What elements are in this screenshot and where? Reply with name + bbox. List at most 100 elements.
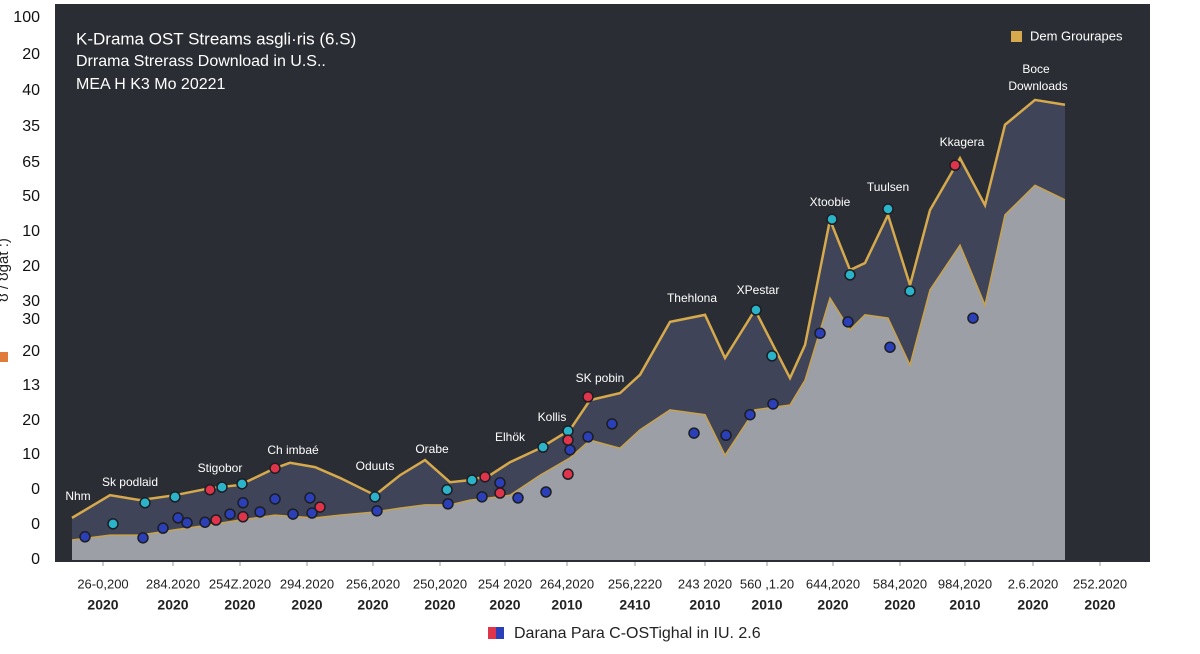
marker	[479, 471, 491, 483]
marker	[269, 493, 281, 505]
marker	[210, 514, 222, 526]
x-tick-sublabel: 2010	[689, 597, 720, 613]
marker	[814, 327, 826, 339]
marker	[540, 486, 552, 498]
annotation: Sk podlaid	[102, 475, 158, 489]
y-axis-label: 0	[31, 481, 40, 498]
marker	[562, 434, 574, 446]
footer-legend-swatch	[496, 627, 504, 639]
annotation: Nhm	[65, 489, 90, 503]
marker	[766, 350, 778, 362]
marker	[224, 508, 236, 520]
x-tick-label: 284.2020	[146, 576, 200, 591]
x-tick-sublabel: 2010	[751, 597, 782, 613]
footer-legend-swatch	[488, 627, 496, 639]
marker	[884, 341, 896, 353]
x-tick-label: 644,2020	[806, 576, 860, 591]
marker	[842, 316, 854, 328]
y-axis-title: ʊ / ʊɡat :)	[0, 238, 12, 302]
marker	[688, 427, 700, 439]
chart-subtitle: Drrama Strerass Download in U.S..	[76, 53, 326, 70]
y-axis-label: 35	[22, 118, 40, 135]
axis-marker	[0, 352, 8, 362]
legend-swatch	[1011, 31, 1022, 42]
annotation: SK pobin	[576, 371, 625, 385]
marker	[744, 408, 756, 421]
marker	[882, 203, 894, 215]
x-tick-sublabel: 2020	[817, 597, 848, 613]
x-tick-label: 256,2020	[346, 576, 400, 591]
x-tick-label: 256,2220	[608, 576, 662, 591]
y-axis-label: 100	[13, 9, 40, 26]
annotation: Orabe	[415, 442, 449, 456]
marker	[494, 487, 506, 499]
marker	[442, 498, 454, 510]
marker	[314, 501, 326, 513]
x-tick-label: 560 ,1.20	[740, 576, 794, 591]
marker	[369, 491, 381, 503]
marker	[949, 159, 961, 172]
x-tick-label: 243 2020	[678, 576, 732, 591]
area	[72, 185, 1065, 561]
marker	[216, 481, 228, 493]
marker	[606, 418, 618, 430]
marker	[304, 492, 316, 504]
x-tick-label: 254Z.2020	[209, 576, 271, 591]
y-axis-label: 30	[22, 311, 40, 328]
marker	[199, 516, 211, 528]
x-tick-label: 250,2020	[413, 576, 467, 591]
y-axis-label: 40	[22, 82, 40, 99]
y-axis-label: 13	[22, 377, 40, 394]
annotation: Boce	[1022, 62, 1050, 76]
marker	[750, 304, 762, 316]
x-tick-sublabel: 2020	[424, 597, 455, 613]
marker	[79, 531, 91, 543]
x-tick-label: 264,2020	[540, 576, 594, 591]
annotation: Elhök	[495, 430, 526, 444]
x-tick-sublabel: 2010	[551, 597, 582, 613]
marker	[564, 444, 576, 456]
marker	[967, 312, 979, 324]
x-tick-label: 254 2020	[478, 576, 532, 591]
marker	[236, 478, 248, 490]
marker	[169, 491, 181, 503]
x-tick-sublabel: 2020	[224, 597, 255, 613]
y-axis-label: 0	[31, 516, 40, 533]
marker	[181, 516, 193, 529]
x-tick-label: 294.2020	[280, 576, 334, 591]
y-axis-label: 30	[22, 293, 40, 310]
annotation: Tuulsen	[867, 180, 909, 194]
chart-title: K-Drama OST Streams аsgli·ris (6.S)	[76, 29, 356, 48]
x-tick-sublabel: 2020	[1017, 597, 1048, 613]
y-axis-label: 10	[22, 223, 40, 240]
x-tick-label: 584,2020	[873, 576, 927, 591]
annotation: Downloads	[1008, 79, 1067, 93]
y-axis-label: 20	[22, 343, 40, 360]
marker	[371, 505, 383, 517]
marker	[537, 441, 549, 453]
marker	[562, 468, 574, 480]
marker	[287, 508, 299, 520]
x-tick-sublabel: 2020	[1084, 597, 1115, 613]
marker	[844, 269, 856, 281]
annotation: Ch imbaé	[267, 443, 319, 457]
marker	[269, 462, 281, 474]
marker	[512, 492, 524, 504]
y-axis-label: 0	[31, 551, 40, 568]
annotation: Kollis	[538, 410, 567, 424]
x-tick-sublabel: 2020	[157, 597, 188, 613]
marker	[441, 484, 453, 496]
y-axis-label: 20	[22, 258, 40, 275]
x-tick-sublabel: 2410	[619, 597, 650, 613]
marker	[237, 511, 249, 523]
marker	[254, 506, 266, 518]
x-tick-label: 252.2020	[1073, 576, 1127, 591]
y-axis-label: 50	[22, 188, 40, 205]
annotation: Stigobor	[198, 461, 243, 475]
marker	[767, 398, 779, 410]
marker	[157, 522, 169, 534]
x-tick-label: 26-0,200	[77, 576, 128, 591]
marker	[826, 213, 838, 226]
x-tick-label: 984,2020	[938, 576, 992, 591]
marker	[139, 497, 151, 509]
